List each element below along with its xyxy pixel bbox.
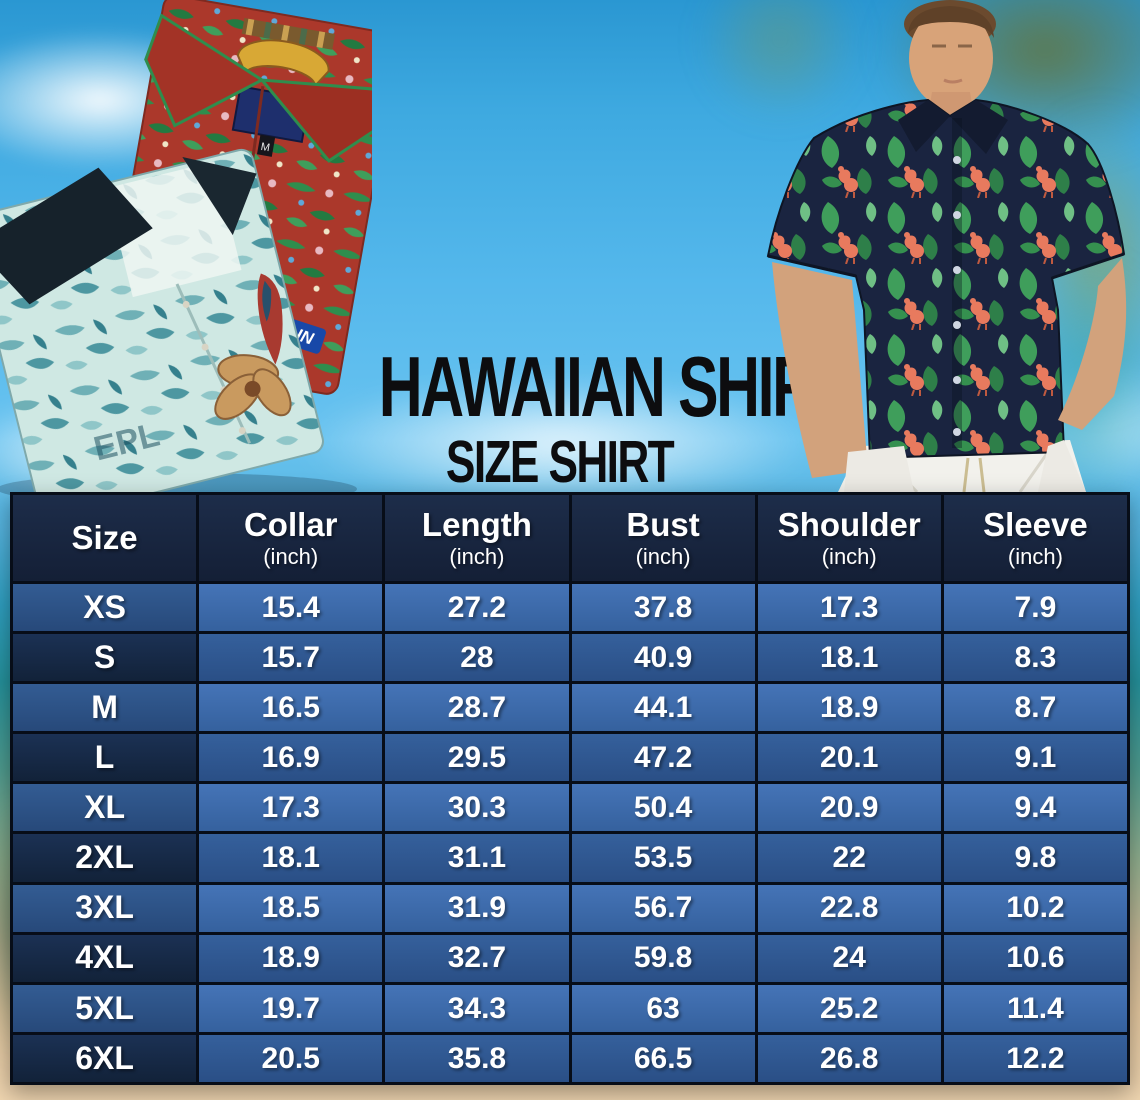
sleeve-value: 8.3 [943, 634, 1127, 682]
length-value: 31.1 [385, 834, 569, 882]
shoulder-value: 22 [757, 834, 941, 882]
flamingo-shirt [766, 98, 1126, 460]
shoulder-value: 25.2 [757, 984, 941, 1032]
bust-value: 66.5 [571, 1034, 755, 1082]
size-label: 3XL [13, 884, 197, 932]
collar-value: 16.5 [199, 684, 383, 732]
collar-value: 18.1 [199, 834, 383, 882]
length-value: 29.5 [385, 734, 569, 782]
sleeve-value: 12.2 [943, 1034, 1127, 1082]
size-label: 5XL [13, 984, 197, 1032]
poster-title-block: HAWAIIAN SHIRT SIZE SHIRT [320, 340, 851, 495]
collar-value: 15.4 [199, 584, 383, 632]
length-value: 30.3 [385, 784, 569, 832]
sleeve-value: 8.7 [943, 684, 1127, 732]
size-chart-table: Size Collar (inch) Length (inch) Bust (inch… [10, 492, 1130, 1085]
collar-value: 20.5 [199, 1034, 383, 1082]
column-header-size: Size [13, 495, 197, 581]
model-photo [766, 0, 1127, 492]
sleeve-value: 9.4 [943, 784, 1127, 832]
collar-value: 16.9 [199, 734, 383, 782]
model-face [909, 8, 993, 108]
length-value: 34.3 [385, 984, 569, 1032]
sleeve-value: 9.1 [943, 734, 1127, 782]
shoulder-value: 18.1 [757, 634, 941, 682]
length-value: 27.2 [385, 584, 569, 632]
bust-value: 53.5 [571, 834, 755, 882]
column-header-length: Length (inch) [385, 495, 569, 581]
shoulder-value: 22.8 [757, 884, 941, 932]
poster-title: HAWAIIAN SHIRT [378, 339, 851, 436]
bust-value: 59.8 [571, 934, 755, 982]
length-value: 35.8 [385, 1034, 569, 1082]
sleeve-value: 9.8 [943, 834, 1127, 882]
length-value: 28 [385, 634, 569, 682]
length-value: 28.7 [385, 684, 569, 732]
collar-value: 18.5 [199, 884, 383, 932]
collar-value: 19.7 [199, 984, 383, 1032]
bust-value: 50.4 [571, 784, 755, 832]
shoulder-value: 26.8 [757, 1034, 941, 1082]
collar-value: 18.9 [199, 934, 383, 982]
collar-value: 15.7 [199, 634, 383, 682]
bust-value: 37.8 [571, 584, 755, 632]
model-arm [1058, 258, 1127, 430]
column-header-collar: Collar (inch) [199, 495, 383, 581]
size-label: M [13, 684, 197, 732]
svg-text:M: M [260, 141, 271, 154]
teal-hawaiian-shirt-photo: EPL [0, 148, 324, 506]
size-label: XS [13, 584, 197, 632]
bust-value: 44.1 [571, 684, 755, 732]
bust-value: 56.7 [571, 884, 755, 932]
column-header-sleeve: Sleeve (inch) [943, 495, 1127, 581]
poster-subtitle: SIZE SHIRT [446, 429, 675, 495]
size-label: 2XL [13, 834, 197, 882]
sleeve-value: 7.9 [943, 584, 1127, 632]
size-label: XL [13, 784, 197, 832]
folded-shirts-photo: M IN EPL [0, 0, 372, 506]
shoulder-value: 20.1 [757, 734, 941, 782]
size-label: 4XL [13, 934, 197, 982]
length-value: 31.9 [385, 884, 569, 932]
sleeve-value: 10.2 [943, 884, 1127, 932]
shoulder-value: 24 [757, 934, 941, 982]
column-header-shoulder: Shoulder (inch) [757, 495, 941, 581]
sleeve-value: 11.4 [943, 984, 1127, 1032]
shoulder-value: 17.3 [757, 584, 941, 632]
bust-value: 40.9 [571, 634, 755, 682]
length-value: 32.7 [385, 934, 569, 982]
shoulder-value: 20.9 [757, 784, 941, 832]
column-header-bust: Bust (inch) [571, 495, 755, 581]
size-label: S [13, 634, 197, 682]
sleeve-value: 10.6 [943, 934, 1127, 982]
size-label: 6XL [13, 1034, 197, 1082]
bust-value: 63 [571, 984, 755, 1032]
collar-value: 17.3 [199, 784, 383, 832]
shoulder-value: 18.9 [757, 684, 941, 732]
bust-value: 47.2 [571, 734, 755, 782]
size-label: L [13, 734, 197, 782]
model-arm [772, 262, 868, 478]
